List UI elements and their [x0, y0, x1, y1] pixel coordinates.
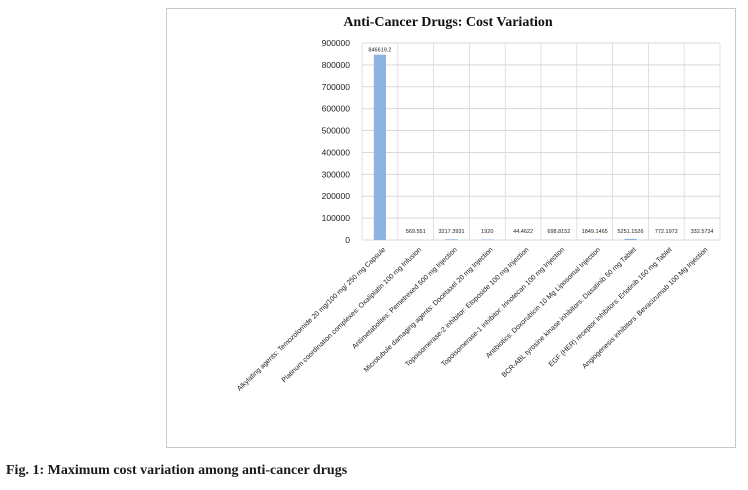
- data-label: 698.8152: [547, 229, 570, 235]
- data-label: 44.4622: [513, 229, 533, 235]
- data-label: 3217.3931: [439, 229, 465, 235]
- x-tick-label: Topoisomerase-2 inhibitor: Etoposide 100…: [404, 246, 530, 368]
- x-tick-label: Microtubule damaging agents: Docetaxel 2…: [363, 246, 495, 374]
- data-label: 1920: [481, 229, 493, 235]
- data-label: 1849.1465: [582, 229, 608, 235]
- x-axis-ticks: Alkylating agents: Temozolomide 20 mg/10…: [236, 246, 709, 392]
- bar: [445, 239, 458, 240]
- y-tick-label: 800000: [322, 60, 351, 70]
- chart-title: Anti-Cancer Drugs: Cost Variation: [343, 15, 553, 30]
- bar-chart: Anti-Cancer Drugs: Cost Variation 0 10000…: [236, 15, 721, 393]
- bar: [373, 54, 386, 240]
- x-tick-label: EGF (HER) receptor inhibitors: Erlotinib…: [548, 246, 674, 368]
- x-tick-label: Topoisomerase-1 inhibitor: Irinotecan 10…: [441, 246, 567, 368]
- y-axis-ticks: 0 100000 200000 300000 400000 500000 600000 700…: [322, 38, 351, 245]
- y-tick-label: 900000: [322, 38, 351, 48]
- chart-frame: [166, 8, 736, 448]
- y-tick-label: 200000: [322, 191, 351, 201]
- y-tick-label: 700000: [322, 82, 351, 92]
- data-label: 5251.1526: [618, 229, 644, 235]
- y-tick-label: 500000: [322, 126, 351, 136]
- x-tick-label: Angiogenesis inhibitors: Bevacizumab 100…: [581, 246, 709, 370]
- y-tick-label: 600000: [322, 104, 351, 114]
- data-label: 332.5734: [691, 229, 714, 235]
- figure-caption: Fig. 1: Maximum cost variation among ant…: [6, 463, 348, 478]
- y-tick-label: 400000: [322, 147, 351, 157]
- x-tick-label: BCR-ABL tyrosine kinase inhibitors: Dasa…: [501, 246, 638, 379]
- bar: [624, 238, 637, 240]
- data-label: 772.1972: [655, 229, 678, 235]
- x-tick-label: Platinum coordination complexes: Oxalipl…: [281, 246, 423, 384]
- data-label: 569.551: [406, 229, 426, 235]
- bars: [373, 54, 709, 240]
- data-labels: 846619.2 569.551 3217.3931 1920 44.4622 698.8…: [368, 48, 713, 235]
- data-label: 846619.2: [368, 48, 391, 54]
- y-tick-label: 100000: [322, 213, 351, 223]
- y-tick-label: 300000: [322, 169, 351, 179]
- y-tick-label: 0: [345, 235, 350, 245]
- gridlines: [361, 42, 721, 241]
